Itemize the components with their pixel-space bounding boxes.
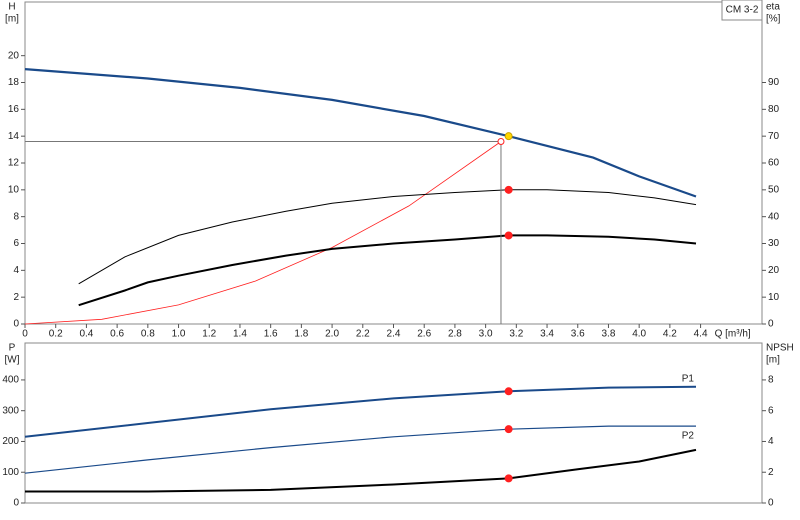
y-tick-label: 100 <box>2 467 19 478</box>
y-tick-label: 18 <box>8 77 20 88</box>
x-tick-label: 2.0 <box>325 329 339 340</box>
series-label: P2 <box>682 431 695 442</box>
y-axis-label: [m] <box>5 14 19 25</box>
y2-tick-label: 90 <box>768 77 780 88</box>
y-tick-label: 2 <box>13 292 19 303</box>
x-tick-label: 1.0 <box>172 329 186 340</box>
x-tick-label: 3.6 <box>571 329 585 340</box>
plot-frame <box>24 1 763 325</box>
y2-tick-label: 40 <box>768 211 780 222</box>
plot-frame <box>24 342 763 504</box>
y-tick-label: 400 <box>2 375 19 386</box>
y-tick-label: 16 <box>8 104 20 115</box>
x-tick-label: 3.8 <box>602 329 616 340</box>
y2-tick-label: 50 <box>768 184 780 195</box>
y-tick-label: 12 <box>8 158 20 169</box>
x-tick-label: 4.4 <box>694 329 708 340</box>
curve <box>78 234 697 307</box>
y2-axis-label: eta <box>766 2 780 13</box>
x-tick-label: 2.6 <box>417 329 431 340</box>
x-tick-label: 1.6 <box>264 329 278 340</box>
y-axis-label: H <box>8 2 15 13</box>
y-tick-label: 8 <box>13 211 19 222</box>
curve <box>24 141 502 325</box>
point-marker <box>504 185 513 194</box>
curve <box>24 425 696 474</box>
point-marker <box>504 387 513 396</box>
x-tick-label: 1.2 <box>202 329 216 340</box>
y2-tick-label: 6 <box>768 405 774 416</box>
x-tick-label: 3.2 <box>509 329 523 340</box>
y-tick-label: 4 <box>13 265 19 276</box>
x-tick-label: 2.4 <box>387 329 401 340</box>
y2-tick-label: 80 <box>768 104 780 115</box>
point-marker <box>504 474 513 483</box>
y2-tick-label: 8 <box>768 375 774 386</box>
curve <box>25 448 697 493</box>
y-axis-label: [W] <box>5 355 20 366</box>
y2-axis-label: NPSH <box>766 343 794 354</box>
x-tick-label: 0.6 <box>110 329 124 340</box>
point-marker <box>497 138 505 146</box>
x-tick-label: 3.4 <box>540 329 554 340</box>
x-axis-label: Q [m³/h] <box>715 329 751 340</box>
y-tick-label: 6 <box>13 238 19 249</box>
y2-tick-label: 0 <box>768 319 774 330</box>
y2-tick-label: 4 <box>768 436 774 447</box>
y-tick-label: 0 <box>13 498 19 509</box>
point-marker <box>504 132 513 141</box>
y2-tick-label: 2 <box>768 467 774 478</box>
y2-axis-label: [m] <box>766 355 780 366</box>
x-tick-label: 0.4 <box>79 329 93 340</box>
y2-tick-label: 60 <box>768 158 780 169</box>
x-tick-label: 4.2 <box>663 329 677 340</box>
y-axis-label: P <box>9 343 16 354</box>
x-tick-label: 3.0 <box>479 329 493 340</box>
y2-tick-label: 0 <box>768 498 774 509</box>
x-tick-label: 4.0 <box>632 329 646 340</box>
x-tick-label: 0 <box>22 329 28 340</box>
x-tick-label: 2.8 <box>448 329 462 340</box>
y-tick-label: 300 <box>2 405 19 416</box>
chart-title: CM 3-2 <box>726 5 759 16</box>
y-tick-label: 0 <box>13 319 19 330</box>
y-tick-label: 10 <box>8 184 20 195</box>
point-marker <box>504 425 513 434</box>
y-tick-label: 14 <box>8 131 20 142</box>
curve <box>24 68 697 198</box>
x-tick-label: 1.8 <box>294 329 308 340</box>
curve <box>24 385 697 438</box>
title-box <box>721 0 763 21</box>
curve <box>78 189 697 285</box>
x-tick-label: 0.2 <box>49 329 63 340</box>
x-tick-label: 0.8 <box>141 329 155 340</box>
y2-tick-label: 20 <box>768 265 780 276</box>
y2-axis-label: [%] <box>766 14 781 25</box>
x-tick-label: 1.4 <box>233 329 247 340</box>
y2-tick-label: 70 <box>768 131 780 142</box>
point-marker <box>504 231 513 240</box>
series-label: P1 <box>682 373 695 384</box>
y-tick-label: 20 <box>8 50 20 61</box>
y2-tick-label: 30 <box>768 238 780 249</box>
x-tick-label: 2.2 <box>356 329 370 340</box>
y2-tick-label: 10 <box>768 292 780 303</box>
y-tick-label: 200 <box>2 436 19 447</box>
